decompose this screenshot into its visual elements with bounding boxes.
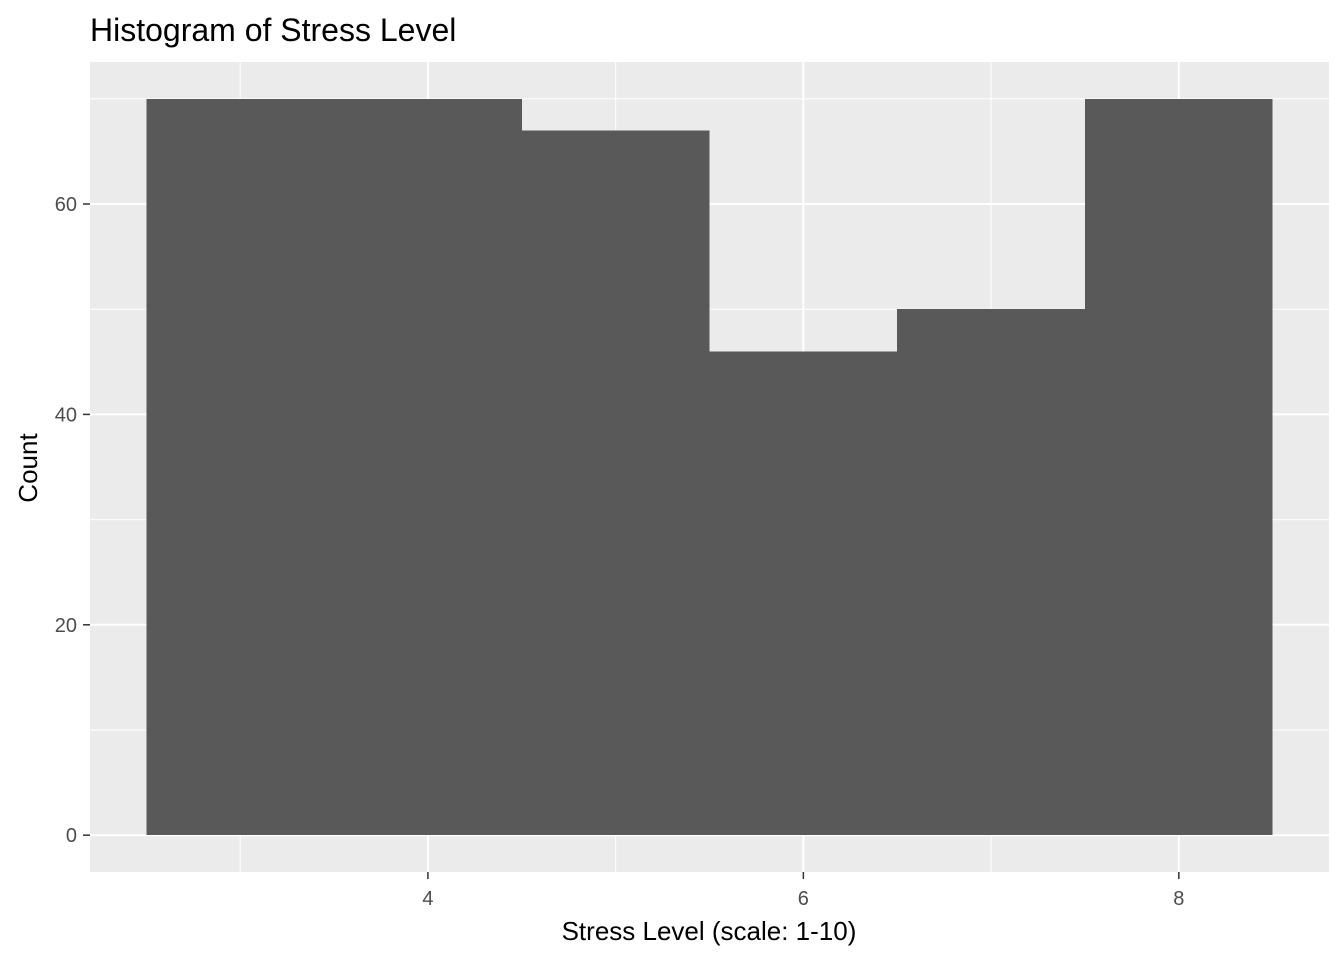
y-axis: 0 20 40 60	[55, 194, 90, 847]
histogram-bar	[897, 309, 1085, 836]
histogram-bar	[709, 351, 898, 836]
y-axis-title: Count	[13, 433, 43, 503]
x-axis-title: Stress Level (scale: 1-10)	[562, 916, 857, 946]
y-tick-label: 60	[55, 194, 77, 216]
chart-title: Histogram of Stress Level	[90, 12, 456, 48]
y-tick-label: 40	[55, 404, 77, 426]
histogram-bar	[521, 130, 710, 836]
x-axis: 4 6 8	[422, 872, 1184, 910]
histogram-bar	[146, 98, 335, 836]
histogram-bar	[334, 98, 522, 836]
y-tick-label: 20	[55, 615, 77, 637]
y-tick-label: 0	[66, 825, 77, 847]
x-tick-label: 4	[422, 888, 433, 910]
histogram-bar	[1084, 98, 1273, 836]
x-tick-label: 6	[798, 888, 809, 910]
histogram-bars	[146, 98, 1273, 836]
x-tick-label: 8	[1173, 888, 1184, 910]
